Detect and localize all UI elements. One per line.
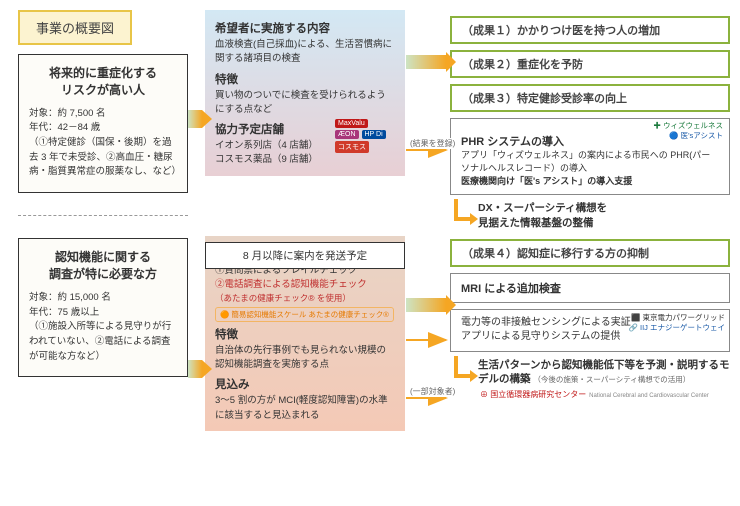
phr-logos: ✚ ウィズウェルネス 🔵 医'sアシスト — [651, 121, 723, 142]
column-right: （成果１）かかりつけ医を持つ人の増加 （成果２）重症化を予防 （成果３）特定健診… — [450, 16, 730, 410]
logo-ncvc: ⊕ 国立循環器病研究センター — [480, 389, 586, 400]
outcome-4: （成果４）認知症に移行する方の抑制 — [450, 239, 730, 267]
phr-box: ✚ ウィズウェルネス 🔵 医'sアシスト PHR システムの導入 アプリ「ウィズ… — [450, 118, 730, 195]
logo-ncvc-sub: National Cerebral and Cardiovascular Cen… — [589, 393, 709, 399]
mri-box: MRI による追加検査 — [450, 273, 730, 303]
mid-bot-p3: 3～5 割の方が MCI(軽度認知障害)の水準に該当すると見込まれる — [215, 394, 395, 423]
mri-title: MRI による追加検査 — [461, 280, 719, 296]
dashed-connector-left — [18, 215, 188, 216]
mid-top-p2: 買い物のついでに検査を受けられるようにする点など — [215, 89, 395, 118]
followup-2: 生活パターンから認知機能低下等を予測・説明するモデルの構築 （今後の施策・スーパ… — [478, 358, 730, 402]
mid-top-h3: 協力予定店舗 — [215, 121, 318, 137]
flow-label-partial: (一部対象者) — [408, 386, 457, 397]
followup-1-text: DX・スーパーシティ構想を 見据えた情報基盤の整備 — [478, 202, 607, 229]
badge-cosmos: コスモス — [335, 141, 369, 153]
l-arrow-icon-2 — [454, 356, 470, 378]
column-middle: 希望者に実施する内容 血液検査(自己採血)による、生活習慣病に関する諸項目の検査… — [205, 10, 405, 431]
phr-p2: 医療機関向け「医's アシスト」の導入支援 — [461, 175, 719, 188]
mid-panel-top: 希望者に実施する内容 血液検査(自己採血)による、生活習慣病に関する諸項目の検査… — [205, 10, 405, 176]
target-b-heading: 認知機能に関する 調査が特に必要な方 — [29, 249, 177, 283]
title-box: 事業の概要図 — [18, 10, 132, 45]
badge-maxvalu: MaxValu — [335, 119, 368, 128]
target-b-body: 対象：約 15,000 名 年代：75 歳以上 （①施設入所等による見守りが行わ… — [29, 291, 177, 365]
mid-bot-p2: 自治体の先行事例でも見られない規模の認知機能調査を実施する点 — [215, 344, 395, 373]
sensing-box: 電力等の非接触センシングによる実証 アプリによる見守りシステムの提供 ⬛ 東京電… — [450, 309, 730, 352]
followup-2-sub: （今後の施策・スーパーシティ構想での活用） — [533, 375, 690, 384]
mid-top-h1: 希望者に実施する内容 — [215, 20, 395, 36]
mid-bot-h2: 特徴 — [215, 326, 395, 342]
outcome-2: （成果２）重症化を予防 — [450, 50, 730, 78]
atama-badge: 🟠 簡易認知機能スケール あたまの健康チェック® — [215, 307, 394, 322]
phr-p1: アプリ「ウィズウェルネス」の案内による市民への PHR(パーソナルヘルスレコード… — [461, 149, 719, 175]
mid-top-p3b: コスモス薬品（9 店舗） — [215, 153, 318, 167]
logo-tepco: ⬛ 東京電力パワーグリッド — [631, 313, 725, 322]
announce-box: 8 月以降に案内を発送予定 — [205, 242, 405, 269]
logo-isassist: 🔵 医'sアシスト — [669, 131, 723, 140]
mid-top-p1: 血液検査(自己採血)による、生活習慣病に関する諸項目の検査 — [215, 38, 395, 67]
logo-energygw: 🔗 IIJ エナジーゲートウェイ — [629, 323, 725, 332]
outcome-3: （成果３）特定健診受診率の向上 — [450, 84, 730, 112]
target-a-body: 対象：約 7,500 名 年代：42－84 歳 （①特定健診（国保・後期）を過去… — [29, 107, 177, 181]
flow-label-register: (結果を登録) — [408, 138, 457, 149]
outcome-1: （成果１）かかりつけ医を持つ人の増加 — [450, 16, 730, 44]
mid-top-h2: 特徴 — [215, 71, 395, 87]
logo-withwellness: ✚ ウィズウェルネス — [653, 121, 723, 130]
badge-hp: HP Di — [362, 130, 386, 139]
target-box-a: 将来的に重症化する リスクが高い人 対象：約 7,500 名 年代：42－84 … — [18, 54, 188, 193]
target-a-heading: 将来的に重症化する リスクが高い人 — [29, 65, 177, 99]
mid-bot-p1b: ②電話調査による認知機能チェック — [215, 278, 395, 292]
badge-aeon: ÆON — [335, 130, 359, 139]
mid-bot-h3: 見込み — [215, 376, 395, 392]
target-box-b: 認知機能に関する 調査が特に必要な方 対象：約 15,000 名 年代：75 歳… — [18, 238, 188, 377]
mid-bot-p1c: （あたまの健康チェック® を使用） — [215, 292, 395, 305]
column-left: 将来的に重症化する リスクが高い人 対象：約 7,500 名 年代：42－84 … — [18, 54, 188, 399]
mid-top-p3a: イオン系列店（4 店舗） — [215, 139, 318, 153]
l-arrow-icon — [454, 199, 470, 221]
followup-1: DX・スーパーシティ構想を 見据えた情報基盤の整備 — [478, 201, 730, 230]
